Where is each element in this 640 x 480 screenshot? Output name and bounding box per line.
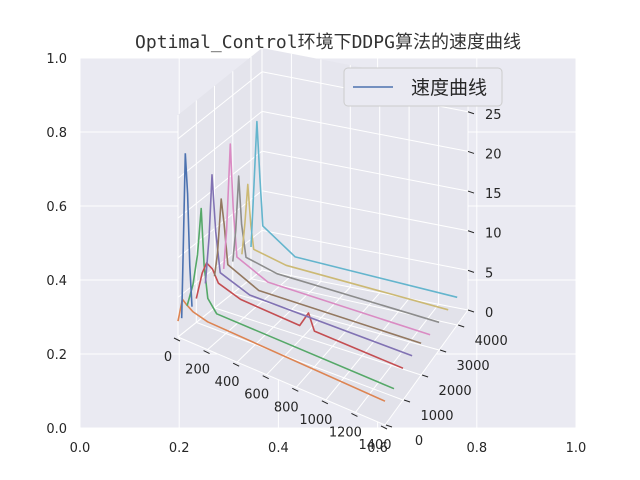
y3d-tick-label: 2000 — [439, 384, 472, 399]
y3d-tick-label: 3000 — [457, 359, 490, 374]
x3d-tick-mark — [351, 412, 358, 417]
y2d-tick-label: 0.2 — [46, 348, 67, 363]
series-line-5 — [222, 143, 431, 336]
z3d-tick-label: 15 — [485, 187, 502, 202]
y3d-tick-label: 4000 — [475, 334, 508, 349]
y3d-tick-mark — [439, 349, 447, 353]
y2d-tick-label: 0.6 — [46, 200, 67, 215]
x3d-tick-label: 600 — [244, 388, 269, 403]
legend-box — [343, 67, 503, 107]
legend: 速度曲线 — [343, 67, 503, 107]
grid3d-y-floor — [177, 336, 386, 426]
legend-label: 速度曲线 — [411, 77, 487, 99]
y3d-tick-label: 1000 — [420, 409, 453, 424]
z3d-tick-label: 0 — [485, 306, 493, 321]
grid3d-x-floor — [295, 292, 381, 388]
x3d-tick-label: 800 — [274, 400, 299, 415]
grid3d-x-floor — [266, 286, 351, 376]
y3d-tick-mark — [458, 324, 465, 328]
z3d-tick-label: 25 — [485, 108, 502, 123]
series-line-1 — [186, 207, 395, 390]
x3d-tick-mark — [321, 400, 329, 405]
x2d-tick-label: 0.8 — [466, 441, 487, 456]
z3d-tick-mark — [467, 111, 475, 115]
y2d-tick-label: 0.4 — [46, 274, 67, 289]
x3d-tick-label: 1200 — [329, 425, 362, 440]
grid3d-x-floor — [207, 275, 292, 350]
z3d-tick-label: 10 — [485, 227, 502, 242]
grid3d-z-back — [261, 269, 469, 311]
series-line-6 — [232, 175, 440, 324]
x2d-tick-label: 1.0 — [566, 441, 587, 456]
x2d-tick-label: 0.2 — [169, 441, 190, 456]
grid3d-z-left — [177, 150, 263, 219]
grid3d-z-back — [261, 110, 469, 152]
y3d-tick-label: 0 — [415, 434, 423, 449]
x3d-tick-mark — [380, 425, 388, 430]
y2d-tick-label: 1.0 — [46, 52, 67, 67]
series-line-8 — [250, 120, 458, 299]
z3d-tick-mark — [467, 230, 475, 234]
grid3d-x-floor — [325, 298, 410, 401]
grid3d-y-floor — [196, 321, 404, 401]
y2d-tick-label: 0.8 — [46, 126, 67, 141]
x3d-tick-mark — [203, 350, 210, 355]
z3d-tick-mark — [467, 269, 475, 273]
x3d-tick-mark — [292, 387, 299, 392]
x2d-tick-label: 0.6 — [367, 441, 388, 456]
x3d-tick-mark — [262, 375, 269, 380]
grid3d-z-back — [261, 150, 469, 192]
grid3d-x-floor — [384, 309, 469, 426]
x3d-tick-label: 0 — [164, 350, 172, 365]
y3d-tick-mark — [421, 374, 429, 378]
series-line-3 — [204, 174, 413, 357]
y3d-tick-mark — [385, 424, 393, 428]
grid3d-y-floor — [214, 307, 422, 376]
z3d-tick-label: 5 — [485, 266, 493, 281]
x3d-tick-mark — [173, 337, 181, 342]
left-pane — [178, 48, 262, 337]
z3d-tick-label: 20 — [485, 147, 502, 162]
x3d-tick-label: 400 — [215, 375, 240, 390]
series-line-4 — [213, 198, 422, 345]
x3d-tick-label: 1400 — [358, 438, 391, 453]
x2d-tick-label: 0.4 — [268, 441, 289, 456]
x3d-tick-mark — [232, 362, 240, 367]
z3d-tick-mark — [467, 190, 475, 194]
grid3d-z-left — [177, 71, 263, 140]
back-pane — [262, 48, 468, 310]
grid3d-z-back — [261, 229, 469, 271]
series-line-blue — [180, 153, 193, 319]
x2d-tick-label: 0.0 — [70, 441, 91, 456]
x3d-tick-label: 200 — [185, 363, 210, 378]
series-line-2 — [195, 262, 404, 370]
axes-2d-ticks: 0.0 0.2 0.4 0.6 0.8 1.0 0.0 0.2 0.4 0.6 0.8 1.0 — [46, 52, 586, 456]
grid3d-y-floor — [232, 292, 440, 351]
y2d-tick-label: 0.0 — [46, 422, 67, 437]
y3d-tick-mark — [403, 399, 411, 403]
z3d-tick-mark — [467, 150, 475, 154]
grid3d-z-back — [261, 190, 469, 232]
chart-title: Optimal_Control环境下DDPG算法的速度曲线 — [135, 32, 521, 53]
x3d-tick-label: 1000 — [299, 413, 332, 428]
z3d-tick-mark — [467, 309, 475, 313]
series-line-7 — [241, 183, 449, 311]
series-lines — [177, 120, 458, 402]
grid3d-z-left — [177, 111, 263, 179]
